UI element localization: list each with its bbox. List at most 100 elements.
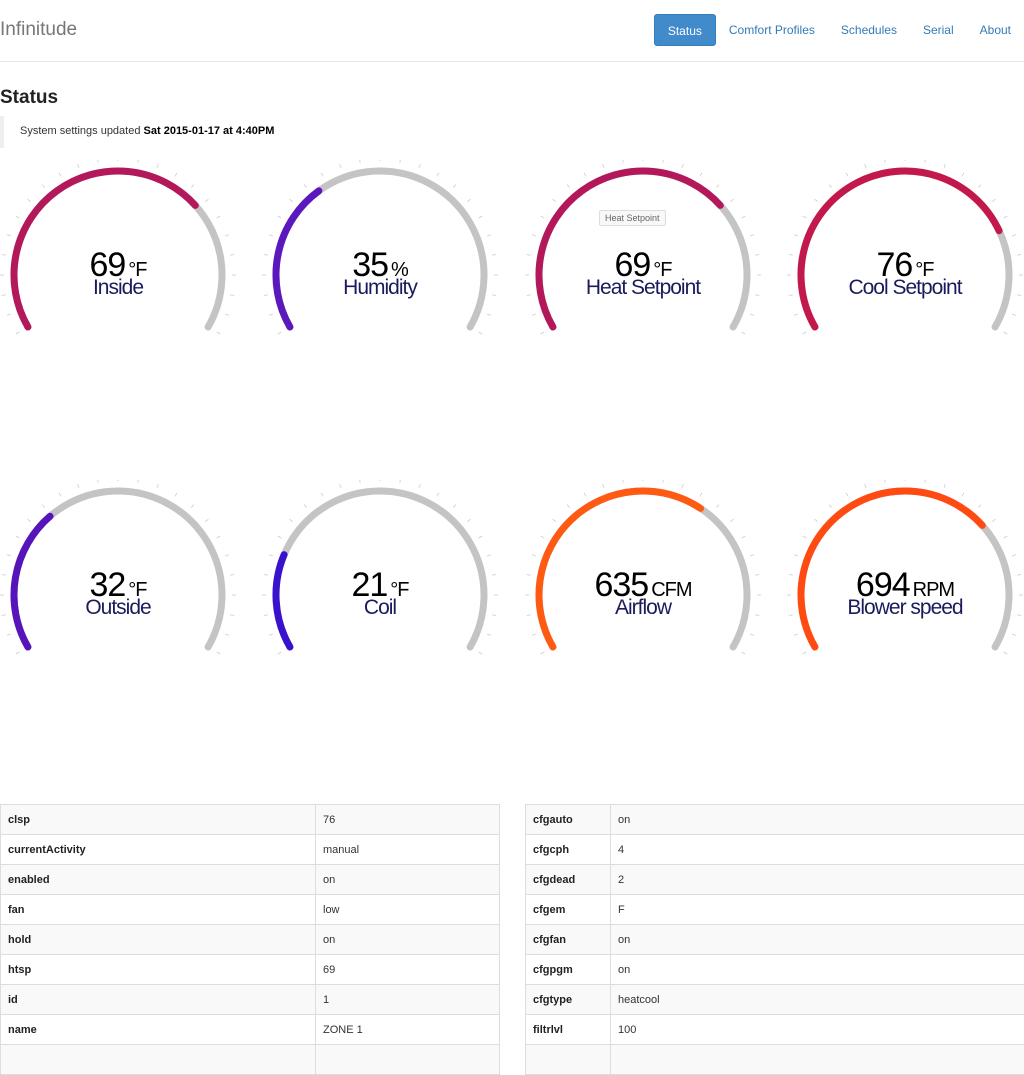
gauge-tick bbox=[269, 555, 273, 556]
notice-time: Sat 2015-01-17 at 4:40PM bbox=[144, 125, 275, 137]
row-key: enabled bbox=[1, 865, 316, 895]
gauge-tick bbox=[925, 480, 926, 483]
nav-serial[interactable]: Serial bbox=[910, 14, 967, 46]
gauge-tick bbox=[742, 652, 745, 654]
row-value: on bbox=[316, 865, 500, 895]
gauge-tick bbox=[962, 493, 964, 496]
gauge-label: Airflow bbox=[512, 596, 774, 620]
row-value: 76 bbox=[316, 805, 500, 835]
gauge-tick bbox=[7, 634, 11, 635]
gauge-tick bbox=[304, 505, 307, 508]
gauge-tick bbox=[217, 536, 220, 538]
gauge-tick bbox=[78, 164, 79, 168]
gauge-tick bbox=[742, 332, 745, 334]
gauge-tick bbox=[978, 185, 981, 188]
gauge-tick bbox=[217, 652, 220, 654]
gauge-tick bbox=[603, 484, 604, 488]
gauge-tick bbox=[567, 185, 570, 188]
gauge-tick bbox=[191, 185, 194, 188]
row-key: cfgpgm bbox=[526, 955, 611, 985]
gauge-tick bbox=[623, 160, 624, 163]
gauge-tick bbox=[191, 505, 194, 508]
gauge-tick bbox=[16, 332, 19, 334]
gauge-tick bbox=[42, 505, 45, 508]
gauge-tick bbox=[815, 199, 818, 202]
gauge-tick bbox=[138, 160, 139, 163]
gauge-tick bbox=[584, 173, 586, 176]
gauge-tick bbox=[175, 493, 177, 496]
nav-schedules[interactable]: Schedules bbox=[828, 14, 910, 46]
gauge-label: Coil bbox=[249, 596, 511, 620]
gauge-tick bbox=[59, 173, 61, 176]
gauge-tick bbox=[16, 536, 19, 538]
row-key: hold bbox=[1, 925, 316, 955]
gauge-tick bbox=[865, 484, 866, 488]
gauge-tick bbox=[794, 314, 798, 315]
gauge-tick bbox=[467, 519, 470, 522]
gauge-tick bbox=[225, 555, 229, 556]
row-key: cfgauto bbox=[526, 805, 611, 835]
gauge-tick bbox=[16, 216, 19, 218]
gauge-tick bbox=[541, 536, 544, 538]
gauge-tick bbox=[1004, 536, 1007, 538]
row-key: filtrlvl bbox=[526, 1015, 611, 1045]
gauge-tick bbox=[290, 519, 293, 522]
brand-logo[interactable]: Infinitude bbox=[0, 19, 77, 41]
gauge-tick bbox=[750, 235, 754, 236]
gauge-tick bbox=[278, 216, 281, 218]
nav-status[interactable]: Status bbox=[654, 14, 716, 46]
gauge-tick bbox=[532, 634, 536, 635]
row-key: currentActivity bbox=[1, 835, 316, 865]
row-key: cfgtype bbox=[526, 985, 611, 1015]
table-row bbox=[526, 1045, 1024, 1075]
gauge-tick bbox=[479, 332, 482, 334]
gauge-tick bbox=[1012, 314, 1016, 315]
gauge-tick bbox=[479, 652, 482, 654]
row-value: on bbox=[611, 805, 1024, 835]
row-key: name bbox=[1, 1015, 316, 1045]
gauge-tick bbox=[750, 555, 754, 556]
gauge-tick bbox=[541, 332, 544, 334]
gauge-tick bbox=[487, 314, 491, 315]
gauge-tick bbox=[992, 199, 995, 202]
gauge-tick bbox=[1012, 555, 1016, 556]
gauge-tick bbox=[682, 484, 683, 488]
gauge-tick bbox=[944, 164, 945, 168]
gauge-tick bbox=[750, 634, 754, 635]
nav-comfort-profiles[interactable]: Comfort Profiles bbox=[716, 14, 828, 46]
row-value: F bbox=[611, 895, 1024, 925]
gauge-tick bbox=[962, 173, 964, 176]
row-key: cfgfan bbox=[526, 925, 611, 955]
row-value: 4 bbox=[611, 835, 1024, 865]
row-value: 2 bbox=[611, 865, 1024, 895]
gauge-tick bbox=[269, 314, 273, 315]
gauge-tick bbox=[487, 555, 491, 556]
gauge-tick bbox=[205, 199, 208, 202]
gauge-label: Cool Setpoint bbox=[774, 276, 1024, 300]
gauge-tick bbox=[225, 235, 229, 236]
row-value: 100 bbox=[611, 1015, 1024, 1045]
gauge-tick bbox=[803, 536, 806, 538]
gauge-tick bbox=[1004, 332, 1007, 334]
gauge-tick bbox=[730, 519, 733, 522]
gauge-tick bbox=[419, 164, 420, 168]
gauge-tick bbox=[7, 555, 11, 556]
row-key: id bbox=[1, 985, 316, 1015]
nav-about[interactable]: About bbox=[967, 14, 1024, 46]
gauge-label: Outside bbox=[0, 596, 249, 620]
gauge-tick bbox=[453, 185, 456, 188]
gauge-tick bbox=[794, 634, 798, 635]
gauge-tick bbox=[925, 160, 926, 163]
gauge-tick bbox=[846, 493, 848, 496]
